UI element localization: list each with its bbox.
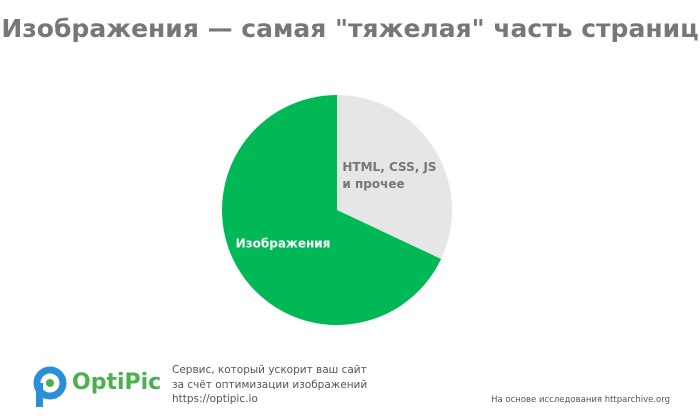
tagline: за счёт оптимизации изображений — [172, 379, 368, 391]
tagline: Сервис, который ускорит ваш сайт — [172, 364, 367, 376]
tagline: https://optipic.io — [172, 393, 258, 405]
logo-icon — [33, 366, 67, 407]
logo-stem — [36, 383, 43, 407]
pie-slice — [337, 95, 452, 259]
logo-text: OptiPic — [72, 370, 162, 395]
pie-slice — [222, 95, 442, 325]
slice-label: HTML, CSS, JS и прочее — [342, 160, 437, 192]
slice-label: Изображения — [235, 236, 331, 251]
logo-dot — [46, 379, 54, 387]
source-note: На основе исследования httparchive.org — [491, 395, 670, 405]
chart-title: Изображения — самая "тяжелая" часть стра… — [1, 14, 699, 43]
